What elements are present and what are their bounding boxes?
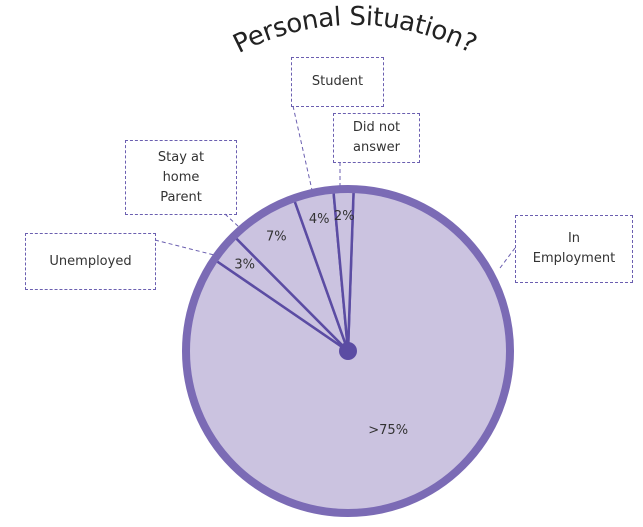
label-box: In Employment [515, 215, 633, 283]
leader [292, 105, 313, 191]
chart-title-text: Personal Situation? [228, 1, 481, 59]
value-label: 2% [334, 209, 355, 224]
leader [224, 213, 241, 229]
chart-title: Personal Situation? [228, 1, 481, 59]
value-label: 7% [266, 230, 287, 245]
label-box: Did not answer [333, 113, 420, 163]
value-label: >75% [368, 423, 408, 438]
leader [499, 247, 516, 269]
label-box: Student [291, 57, 384, 107]
pie: >75% 3% 7% 4% 2% [182, 185, 514, 517]
value-label: 3% [234, 257, 255, 272]
label-box: Stay at home Parent [125, 140, 237, 215]
leader [154, 239, 219, 257]
pie-center [339, 342, 357, 360]
leaders [154, 105, 516, 269]
value-label: 4% [309, 212, 330, 227]
label-box: Unemployed [25, 233, 156, 290]
pie-rim [182, 185, 514, 517]
